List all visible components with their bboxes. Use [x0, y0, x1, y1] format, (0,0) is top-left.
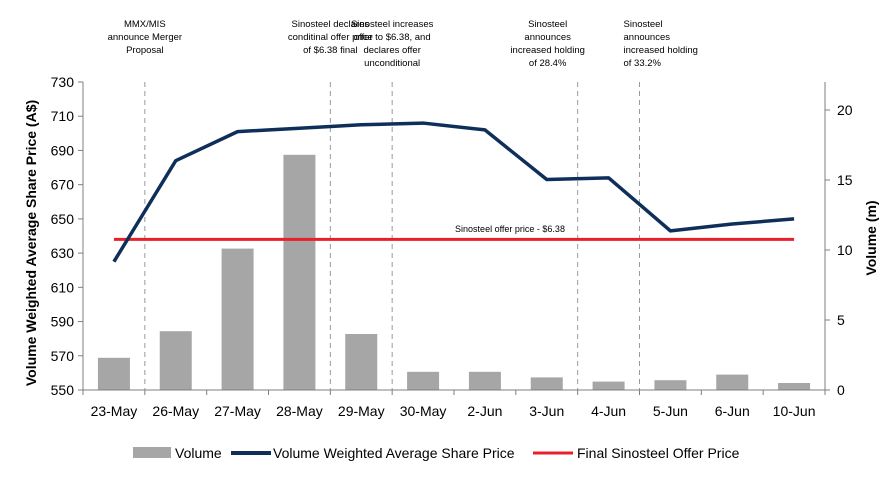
y-tick-label-730: 730	[51, 74, 75, 90]
annotation-2-line-2: conditinal offer price	[288, 32, 373, 43]
annotation-3-line-1: Sinosteel increases	[351, 19, 434, 30]
annotation-1-line-3: Proposal	[126, 45, 164, 56]
legend-label-offer: Final Sinosteel Offer Price	[577, 445, 740, 461]
legend: Volume Volume Weighted Average Share Pri…	[133, 445, 740, 461]
volume-bar-27-May	[221, 248, 254, 390]
y2-tick-label-15: 15	[837, 172, 853, 188]
x-tick-label-4-Jun: 4-Jun	[591, 403, 626, 419]
y2-tick-label-5: 5	[837, 312, 845, 328]
x-tick-label-27-May: 27-May	[214, 403, 261, 419]
offer-price-label: Sinosteel offer price - $6.38	[455, 224, 565, 234]
annotation-4-line-3: increased holding	[510, 45, 584, 56]
y-tick-label-570: 570	[51, 348, 75, 364]
x-tick-label-28-May: 28-May	[276, 403, 323, 419]
y-tick-label-690: 690	[51, 142, 75, 158]
y-tick-label-670: 670	[51, 177, 75, 193]
volume-bar-10-Jun	[778, 383, 811, 390]
y-tick-label-630: 630	[51, 245, 75, 261]
volume-bar-3-Jun	[530, 377, 563, 390]
annotation-4-line-1: Sinosteel	[528, 19, 567, 30]
x-tick-label-30-May: 30-May	[400, 403, 447, 419]
annotation-5-line-3: increased holding	[624, 45, 698, 56]
annotation-4-line-4: of 28.4%	[529, 58, 567, 69]
annotation-3-line-2: offer to $6.38, and	[354, 32, 431, 43]
annotation-5-line-4: of 33.2%	[624, 58, 662, 69]
legend-label-volume: Volume	[175, 445, 222, 461]
volume-bar-30-May	[407, 371, 440, 390]
volume-bar-29-May	[345, 334, 378, 390]
volume-bar-6-Jun	[716, 374, 749, 390]
y-tick-label-650: 650	[51, 211, 75, 227]
annotation-1-line-1: MMX/MIS	[124, 19, 166, 30]
x-tick-label-23-May: 23-May	[91, 403, 138, 419]
x-tick-label-29-May: 29-May	[338, 403, 385, 419]
annotation-5-line-2: announces	[624, 32, 671, 43]
annotation-1-line-2: announce Merger	[108, 32, 182, 43]
price-lines	[112, 121, 795, 263]
y2-tick-label-20: 20	[837, 102, 853, 118]
legend-label-vwap: Volume Weighted Average Share Price	[273, 445, 515, 461]
volume-bar-23-May	[97, 357, 130, 390]
x-tick-label-10-Jun: 10-Jun	[773, 403, 816, 419]
annotation-3-line-4: unconditional	[364, 58, 420, 69]
y2-tick-label-0: 0	[837, 382, 845, 398]
x-tick-label-5-Jun: 5-Jun	[653, 403, 688, 419]
y-tick-label-590: 590	[51, 314, 75, 330]
annotation-4-line-2: announces	[524, 32, 571, 43]
volume-bar-4-Jun	[592, 381, 625, 390]
x-tick-label-2-Jun: 2-Jun	[467, 403, 502, 419]
y-tick-label-610: 610	[51, 279, 75, 295]
x-tick-label-3-Jun: 3-Jun	[529, 403, 564, 419]
volume-bar-2-Jun	[468, 371, 501, 390]
annotation-2-line-3: of $6.38 final	[303, 45, 357, 56]
x-tick-label-6-Jun: 6-Jun	[715, 403, 750, 419]
volume-bar-26-May	[159, 331, 192, 390]
event-annotations: MMX/MIS announce Merger Proposal Sinosteel …	[108, 19, 698, 390]
annotation-2-line-1: Sinosteel declares	[292, 19, 370, 30]
volume-bar-28-May	[283, 154, 316, 390]
y-axis-title: Volume Weighted Average Share Price (A$)	[23, 100, 39, 386]
y-tick-label-550: 550	[51, 382, 75, 398]
volume-bar-5-Jun	[654, 380, 687, 390]
vwap-line	[112, 121, 795, 263]
annotation-5-line-1: Sinosteel	[624, 19, 663, 30]
volume-bars	[97, 154, 811, 390]
x-tick-label-26-May: 26-May	[152, 403, 199, 419]
axes: 550 570 590 610 630 650 670 690 710 730 0 5 10 15 20 23…	[51, 74, 853, 419]
annotation-3-line-3: declares offer	[363, 45, 420, 56]
y2-axis-title: Volume (m)	[863, 200, 879, 275]
y-tick-label-710: 710	[51, 108, 75, 124]
legend-swatch-volume	[133, 447, 171, 458]
y2-tick-label-10: 10	[837, 242, 853, 258]
